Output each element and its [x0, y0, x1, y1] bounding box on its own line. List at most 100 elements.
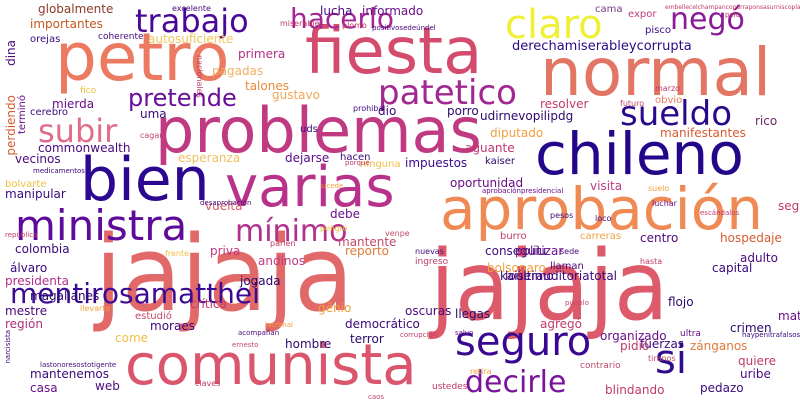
word: miserables: [280, 19, 324, 28]
word: corrupción: [400, 331, 438, 339]
word: oscuras: [405, 304, 452, 318]
word: pedazo: [700, 381, 744, 395]
word: plomo: [342, 21, 367, 30]
word: nacionales: [195, 55, 204, 98]
word: talones: [245, 79, 289, 93]
word: chileno: [535, 120, 744, 188]
word: ninguna: [360, 159, 401, 170]
word: visita: [590, 179, 623, 193]
word: pisco: [645, 25, 671, 36]
word: importantes: [30, 17, 103, 31]
word: petro: [55, 19, 230, 96]
word: contrario: [580, 361, 621, 371]
word: bien: [80, 145, 210, 215]
word: politizar: [515, 244, 564, 258]
word: hasta: [640, 257, 663, 266]
word: conseguiu: [485, 244, 547, 258]
word: resolver: [540, 97, 589, 111]
word: desaprobación: [200, 199, 252, 207]
word: sede: [560, 247, 580, 256]
word: kaiserauditoriatotal: [500, 269, 618, 283]
word: lucede: [320, 182, 344, 190]
word: retira: [470, 367, 492, 376]
word: matheson: [778, 309, 800, 323]
word: pela: [725, 11, 740, 19]
word: positivosedeúndel: [372, 24, 436, 32]
word: porque: [345, 159, 370, 167]
word: jajaja: [95, 213, 354, 335]
word: impuestos: [405, 156, 468, 170]
word: casa: [30, 381, 58, 395]
word: udirnevopilipdg: [480, 109, 574, 123]
word: mantente: [338, 235, 397, 249]
word: orejas: [30, 34, 61, 45]
word: debe: [330, 207, 360, 221]
word: mentirosamatthei: [10, 277, 260, 310]
word: futuro: [620, 99, 645, 108]
word: acompañan: [238, 329, 280, 337]
word: rico: [755, 114, 778, 128]
word: dio: [378, 104, 397, 118]
word: ernesto: [232, 341, 259, 349]
word: obvio: [655, 95, 683, 106]
word: normal: [540, 34, 772, 111]
word: coherente: [98, 32, 144, 42]
word: kaiser: [485, 156, 515, 167]
word: blindando: [605, 383, 665, 397]
word: seguirá: [778, 199, 800, 213]
word: commonwealth: [38, 141, 131, 155]
word: suelo: [648, 184, 670, 193]
word: uds: [300, 124, 318, 135]
word: llaman: [550, 261, 584, 272]
word: gustavo: [272, 88, 320, 102]
word: comunista: [125, 333, 417, 398]
word: ustedes: [432, 382, 468, 392]
word: diputado: [490, 126, 544, 140]
word: marzo: [655, 84, 681, 93]
word: porro: [447, 104, 479, 118]
word: cerebro: [30, 107, 69, 118]
word: expor: [628, 9, 657, 20]
word: negó: [670, 2, 745, 37]
word: adulto: [740, 251, 778, 265]
word: vuelta: [205, 199, 243, 213]
word: quiere: [738, 354, 776, 368]
word: esperanza: [178, 151, 241, 165]
word: capital: [712, 261, 753, 275]
word: patetico: [378, 73, 517, 113]
word: dejarse: [285, 151, 330, 165]
word: primera: [238, 47, 286, 61]
word: loúltimo: [505, 269, 554, 283]
word: terminó: [17, 95, 28, 134]
word: burro: [500, 231, 527, 242]
word: hombre: [285, 337, 332, 351]
word: pesos: [550, 211, 574, 220]
word: cama: [595, 4, 623, 15]
word: haypenitrafalsos: [742, 331, 800, 339]
word: estudió: [135, 311, 172, 322]
word: región: [5, 317, 43, 331]
word: venpe: [385, 229, 410, 238]
word: ultra: [680, 329, 701, 339]
word: hacen: [340, 152, 371, 163]
word: loco: [595, 214, 612, 223]
word: mierda: [52, 97, 95, 111]
word: gênio: [318, 301, 352, 315]
word: problemas: [155, 94, 482, 167]
word: pueblo: [565, 299, 589, 307]
word: zánganos: [690, 339, 748, 353]
word: perdiendo: [4, 95, 18, 156]
word: fuerzas: [640, 337, 685, 351]
word: decirle: [465, 365, 567, 400]
word: aguante: [465, 141, 515, 155]
word: mantenemos: [30, 367, 110, 381]
word: tiranos: [648, 354, 676, 363]
word: colombia: [15, 242, 70, 256]
word: lastonoresostotigente: [40, 361, 117, 369]
word: frente: [165, 249, 189, 258]
word: autosuficiente: [148, 32, 234, 46]
word: manipular: [5, 187, 66, 201]
word: salvo: [455, 329, 474, 337]
word: claro: [505, 2, 603, 48]
word: oportunidad: [450, 176, 524, 190]
